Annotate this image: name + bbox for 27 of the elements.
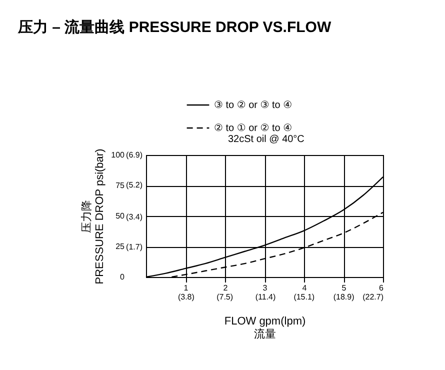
x-tick-label: 4 (302, 284, 308, 292)
chart-title: 压力 – 流量曲线 PRESSURE DROP VS.FLOW (17, 18, 332, 36)
y2-tick-label: (6.9) (126, 150, 143, 160)
x-axis-title: FLOW gpm(lpm) 流量 (224, 316, 306, 340)
x-tick-label: 1 (184, 284, 189, 292)
y2-tick-label: (3.4) (126, 212, 143, 222)
x2-tick-label: (15.1) (294, 292, 315, 302)
x2-tick-label: (7.5) (216, 292, 234, 302)
y-tick-label: 50 (116, 212, 126, 220)
y-axis-title: 压力降 PRESSURE DROP psi(bar) (80, 148, 106, 284)
y-tick-label: 100 (111, 150, 126, 160)
x2-tick-label: (18.9) (333, 292, 355, 302)
x2-tick-label: (3.8) (178, 292, 195, 302)
x-tick-label: 5 (342, 284, 347, 292)
x-tick-label: 2 (223, 284, 228, 292)
x-tick-label: 6 (379, 284, 384, 292)
text: 32cSt oil @ 40°C (228, 134, 304, 145)
y2-tick-label: (5.2) (126, 180, 143, 190)
y-tick-label: 25 (116, 242, 126, 251)
y-tick-label: 0 (120, 272, 126, 282)
y2-tick-label: (1.7) (126, 242, 143, 252)
y-tick-label: 75 (116, 181, 126, 190)
x-tick-label: 3 (262, 284, 268, 292)
x2-tick-label: (11.4) (255, 292, 276, 302)
legend-label: ② to ① or ② to ④ (214, 123, 292, 134)
x2-tick-label: (22.7) (362, 292, 384, 302)
legend-label: ③ to ② or ③ to ④ (214, 100, 292, 111)
